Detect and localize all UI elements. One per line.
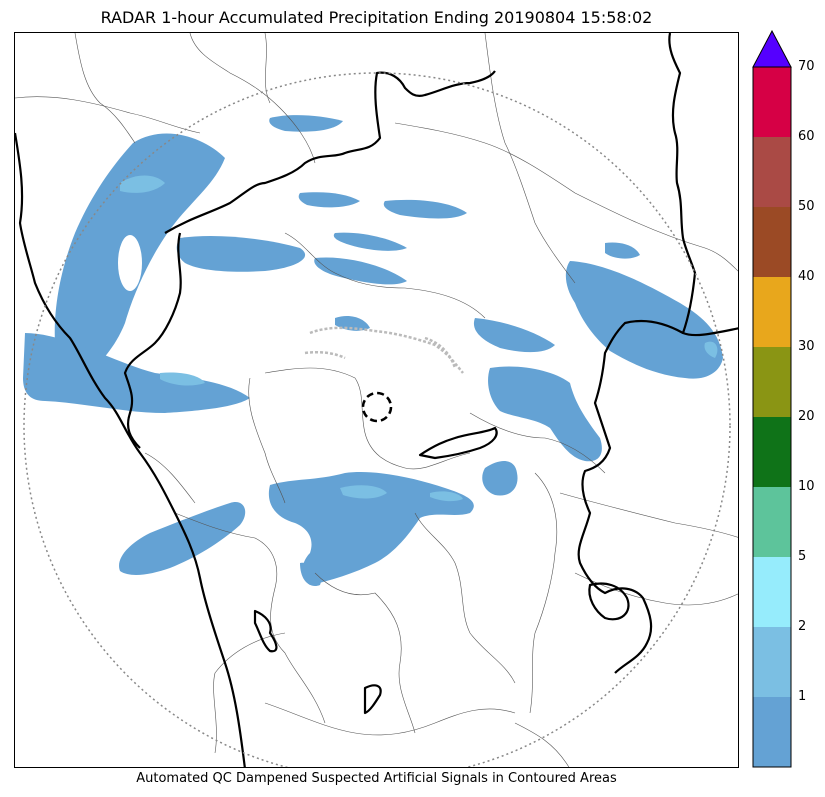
map-title: RADAR 1-hour Accumulated Precipitation E…: [100, 8, 653, 27]
echo-center-south: [268, 472, 474, 585]
precipitation-colorbar: [752, 30, 792, 768]
radar-site-marker: [361, 391, 393, 423]
colorbar-band: [753, 557, 791, 627]
precipitation-echoes: [23, 115, 723, 587]
colorbar-extend-arrow: [752, 30, 792, 68]
colorbar-tick-label: 60: [798, 129, 815, 144]
echo-se-1: [482, 461, 518, 496]
state-boundaries: [15, 33, 738, 767]
district-line-8: [264, 367, 471, 470]
enclave-outline-4: [588, 582, 630, 621]
district-line-20: [144, 452, 196, 504]
echo-north-4: [383, 199, 467, 219]
colorbar-tick-label: 30: [798, 339, 815, 354]
echo-east-2: [473, 318, 555, 353]
echo-east-4: [605, 242, 640, 259]
core-3: [340, 485, 387, 499]
district-line-1: [15, 96, 201, 134]
enclave-outline-1: [418, 426, 498, 460]
echo-center-north: [335, 316, 370, 331]
core-1: [120, 175, 165, 193]
colorbar-outline: [752, 66, 792, 768]
qc-contour-1: [309, 326, 464, 374]
enclave-outline-3: [363, 684, 382, 715]
colorbar-tick-label: 70: [798, 59, 815, 74]
colorbar-band: [753, 697, 791, 767]
echo-north-6: [314, 257, 407, 285]
enclave-outline-2: [253, 609, 278, 653]
district-line-2: [74, 33, 136, 144]
colorbar-tick-label: 2: [798, 619, 807, 634]
state-border-west-inland: [123, 232, 182, 449]
colorbar-tick-label: 50: [798, 199, 815, 214]
radar-map-panel: [14, 32, 739, 768]
district-line-3: [189, 33, 316, 164]
district-line-17: [559, 492, 738, 538]
colorbar-band: [753, 347, 791, 417]
qc-contour-2: [304, 350, 346, 360]
colorbar-band: [753, 67, 791, 137]
colorbar-band: [753, 277, 791, 347]
colorbar-tick-label: 5: [798, 549, 807, 564]
district-line-5: [394, 122, 738, 272]
district-line-13: [314, 572, 416, 734]
echo-south-small: [300, 562, 322, 587]
district-line-9: [248, 377, 286, 504]
echo-east-3: [488, 366, 602, 462]
district-line-11: [414, 512, 516, 684]
echo-south-west: [119, 502, 246, 575]
colorbar-band: [753, 137, 791, 207]
qc-contours: [304, 326, 464, 374]
state-border-west-coast: [15, 132, 246, 767]
colorbar-tick-label: 20: [798, 409, 815, 424]
colorbar-band: [753, 487, 791, 557]
echo-west-band: [23, 333, 250, 413]
echo-north-5: [333, 232, 407, 251]
radar-range-ring: [23, 72, 731, 767]
district-line-10: [469, 412, 606, 474]
core-4: [704, 341, 718, 358]
district-line-4: [264, 33, 271, 104]
state-border-east: [577, 319, 684, 674]
district-line-16: [264, 702, 516, 736]
district-line-6: [484, 33, 576, 284]
qc-contour-3: [424, 336, 457, 369]
state-border-north: [164, 70, 496, 234]
echo-north-2: [176, 236, 306, 272]
colorbar-tick-label: 10: [798, 479, 815, 494]
colorbar-band: [753, 417, 791, 487]
precipitation-cores: [120, 175, 718, 502]
echo-east-1: [565, 261, 723, 379]
district-line-19: [514, 722, 570, 767]
echo-north-3: [298, 192, 360, 208]
qc-caption: Automated QC Dampened Suspected Artifici…: [136, 771, 617, 786]
colorbar-band: [753, 207, 791, 277]
echo-gap: [118, 235, 142, 291]
district-line-15: [213, 632, 286, 754]
core-2: [160, 372, 205, 386]
colorbar-tick-label: 40: [798, 269, 815, 284]
radar-map: [15, 33, 738, 767]
district-boundaries: [15, 33, 738, 767]
core-5: [430, 491, 463, 502]
echo-north-1: [269, 115, 343, 132]
district-line-14: [529, 472, 558, 714]
colorbar-bands: [753, 67, 791, 767]
district-line-12: [174, 512, 326, 724]
district-line-7: [284, 232, 486, 319]
state-border-northeast: [668, 33, 738, 337]
colorbar-band: [753, 627, 791, 697]
colorbar-tick-label: 1: [798, 689, 807, 704]
